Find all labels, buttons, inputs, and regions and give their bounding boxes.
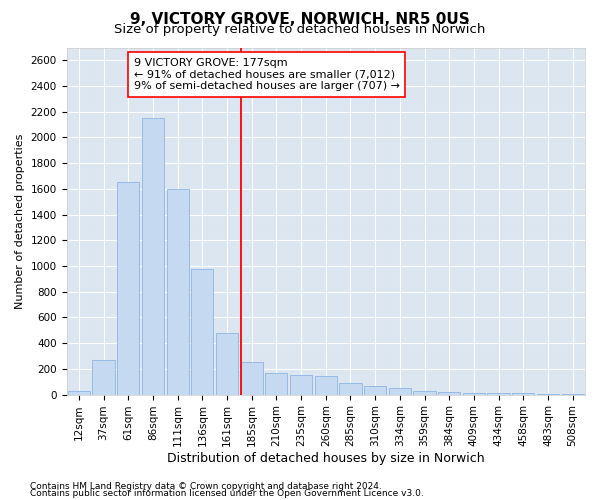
- Text: Contains HM Land Registry data © Crown copyright and database right 2024.: Contains HM Land Registry data © Crown c…: [30, 482, 382, 491]
- Bar: [92, 360, 115, 394]
- Bar: [413, 390, 436, 394]
- Bar: [68, 390, 90, 394]
- Bar: [142, 118, 164, 394]
- Bar: [463, 392, 485, 394]
- Text: Size of property relative to detached houses in Norwich: Size of property relative to detached ho…: [115, 22, 485, 36]
- Text: 9, VICTORY GROVE, NORWICH, NR5 0US: 9, VICTORY GROVE, NORWICH, NR5 0US: [130, 12, 470, 28]
- Bar: [265, 374, 287, 394]
- Bar: [438, 392, 460, 394]
- Y-axis label: Number of detached properties: Number of detached properties: [15, 134, 25, 308]
- Bar: [340, 383, 362, 394]
- Bar: [314, 376, 337, 394]
- Text: Contains public sector information licensed under the Open Government Licence v3: Contains public sector information licen…: [30, 490, 424, 498]
- Bar: [117, 182, 139, 394]
- Bar: [389, 388, 411, 394]
- Bar: [364, 386, 386, 394]
- Bar: [191, 270, 214, 394]
- X-axis label: Distribution of detached houses by size in Norwich: Distribution of detached houses by size …: [167, 452, 485, 465]
- Bar: [290, 374, 312, 394]
- Text: 9 VICTORY GROVE: 177sqm
← 91% of detached houses are smaller (7,012)
9% of semi-: 9 VICTORY GROVE: 177sqm ← 91% of detache…: [134, 58, 400, 91]
- Bar: [216, 333, 238, 394]
- Bar: [167, 189, 189, 394]
- Bar: [241, 362, 263, 394]
